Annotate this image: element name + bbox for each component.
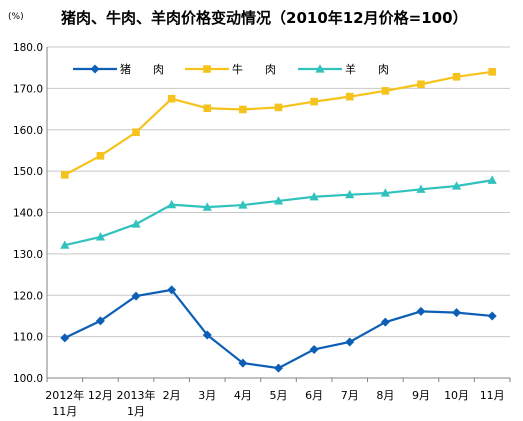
x-tick-label-8: 7月 [341, 389, 359, 402]
series-1-point-0 [61, 171, 69, 179]
series-1-point-1 [96, 152, 105, 160]
y-tick-label-6: 160.0 [13, 125, 43, 137]
x-tick-label-7: 6月 [305, 389, 323, 402]
series-2-point-3 [167, 199, 177, 209]
x-tick-label-0: 2012年 [45, 388, 84, 402]
series-2-point-4 [202, 202, 212, 211]
y-tick-label-5: 150.0 [13, 166, 43, 178]
series-0-point-1 [95, 316, 105, 326]
series-1-point-9 [381, 87, 390, 95]
series-0-point-3 [167, 285, 177, 295]
y-tick-label-7: 170.0 [13, 83, 43, 95]
series-0-point-4 [202, 330, 212, 340]
series-1-point-3 [167, 94, 176, 103]
series-0-point-8 [345, 337, 355, 347]
series-2-point-9 [380, 188, 390, 197]
series-2-point-12 [487, 175, 497, 184]
y-tick-label-4: 140.0 [13, 208, 43, 220]
series-0-point-10 [416, 306, 426, 316]
series-1-point-8 [345, 92, 354, 101]
series-1-point-5 [239, 105, 247, 114]
x-tick-label-4: 3月 [198, 389, 216, 402]
series-1-point-12 [488, 68, 496, 76]
series-0-point-5 [238, 358, 248, 368]
y-tick-label-1: 110.0 [13, 332, 43, 344]
y-tick-label-3: 130.0 [13, 249, 43, 261]
series-1-point-10 [417, 80, 425, 89]
x-tick-label-5: 4月 [234, 389, 252, 402]
legend-label-0: 猪 肉 [120, 63, 164, 76]
series-2-point-6 [273, 196, 284, 205]
chart-title: 猪肉、牛肉、羊肉价格变动情况（2010年12月价格=100） [61, 9, 468, 27]
series-0-point-9 [380, 317, 390, 327]
series-2-point-2 [131, 219, 141, 228]
series-2-point-1 [95, 232, 106, 241]
legend-marker-0 [90, 64, 100, 74]
x-tick-label-11: 10月 [444, 389, 469, 402]
series-2-point-0 [60, 240, 70, 249]
y-tick-label-0: 100.0 [13, 373, 43, 385]
legend-label-2: 羊 肉 [345, 62, 389, 76]
y-axis-unit-label: (%) [8, 12, 24, 22]
series-2-point-8 [345, 189, 355, 199]
series-2-point-5 [238, 200, 248, 209]
series-0-point-7 [309, 344, 319, 354]
x-tick-label-1: 12月 [88, 389, 113, 402]
series-0-point-2 [131, 291, 141, 301]
y-tick-label-8: 180.0 [13, 42, 43, 54]
x-tick-sublabel-0: 11月 [52, 405, 77, 418]
series-2-point-7 [309, 191, 319, 201]
legend-marker-2 [315, 64, 325, 73]
series-2-point-10 [416, 184, 426, 193]
legend-marker-1 [203, 65, 211, 73]
x-tick-label-10: 9月 [412, 389, 430, 402]
x-tick-label-3: 2月 [163, 389, 181, 402]
x-tick-label-12: 11月 [480, 389, 505, 402]
series-line-1 [64, 70, 493, 176]
series-1-point-2 [132, 128, 140, 137]
series-1-point-11 [452, 72, 461, 81]
x-tick-sublabel-2: 1月 [127, 405, 145, 418]
series-0-point-12 [487, 311, 497, 321]
series-line-0 [64, 288, 493, 370]
series-0-point-0 [60, 333, 70, 343]
x-tick-label-2: 2013年 [117, 388, 156, 402]
series-0-point-11 [452, 308, 462, 318]
series-1-point-6 [274, 103, 283, 112]
series-2-point-11 [451, 181, 462, 190]
x-tick-label-6: 5月 [270, 389, 288, 402]
x-tick-label-9: 8月 [376, 389, 394, 402]
series-1-point-7 [310, 97, 318, 106]
series-0-point-6 [274, 363, 283, 373]
series-1-point-4 [203, 104, 212, 113]
y-tick-label-2: 120.0 [13, 290, 43, 302]
legend-label-1: 牛 肉 [232, 62, 276, 76]
